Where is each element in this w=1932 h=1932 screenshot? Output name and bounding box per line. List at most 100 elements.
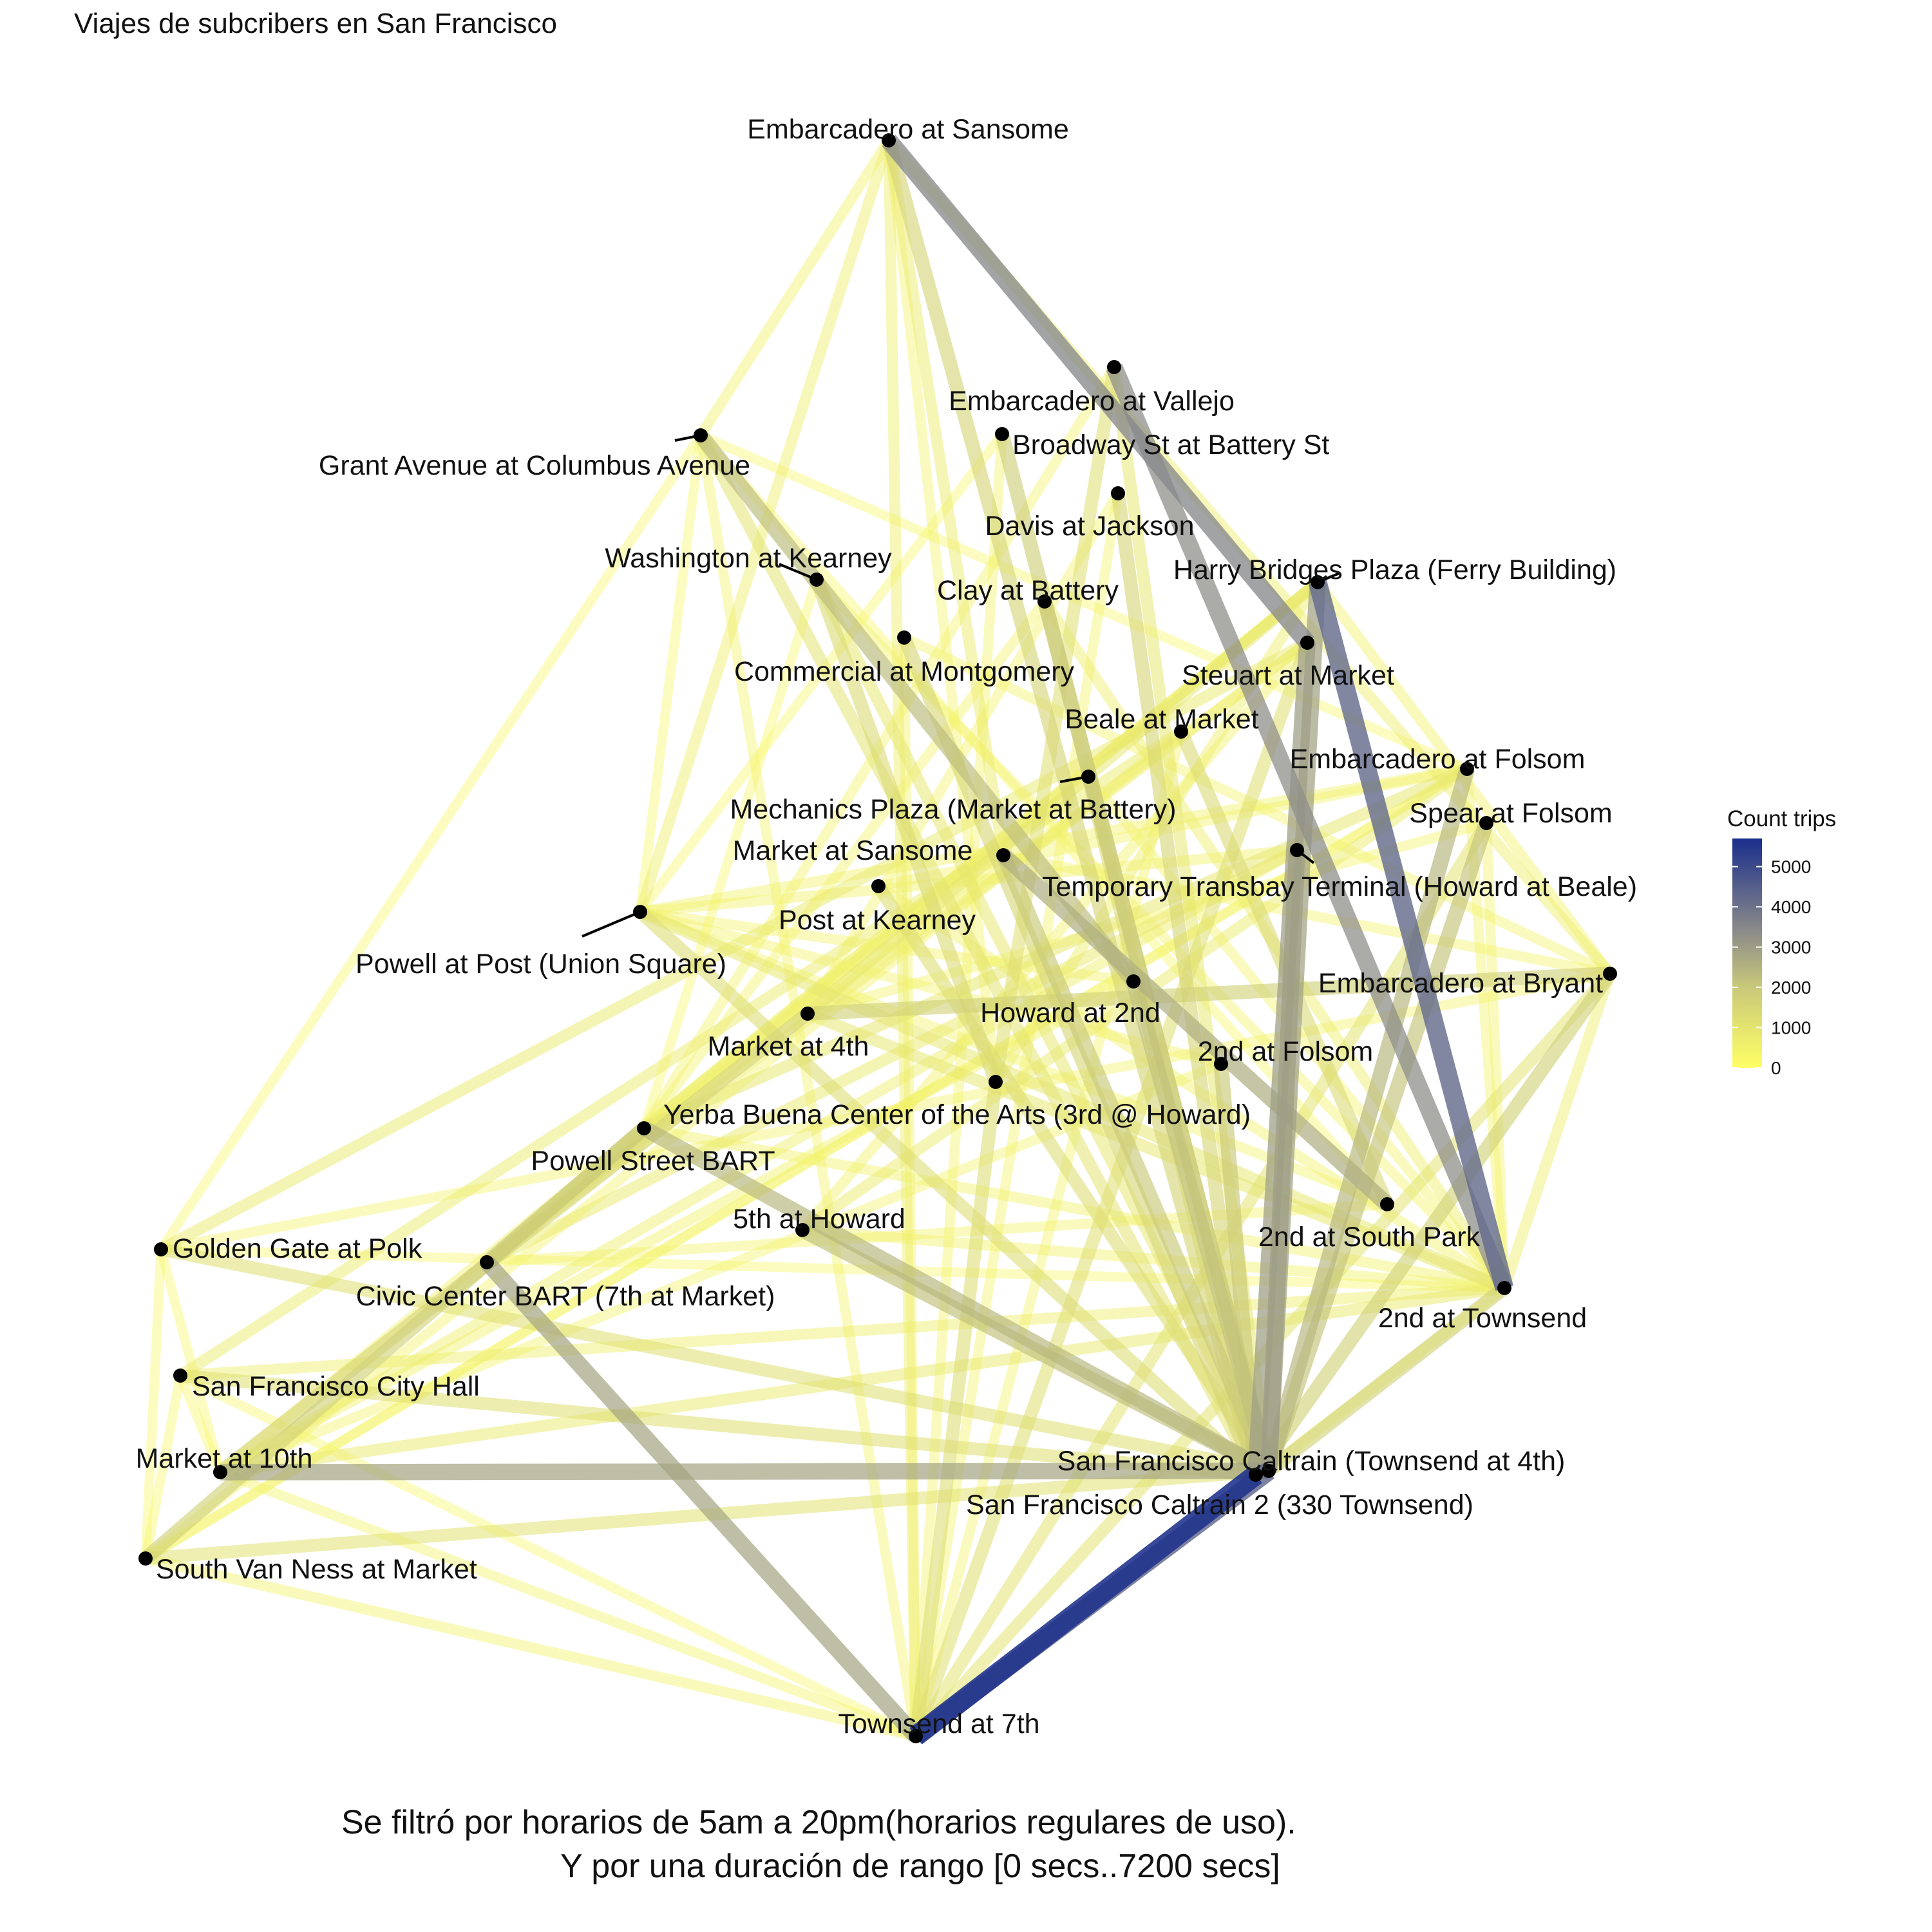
station-label-broadway-battery: Broadway St at Battery St <box>1012 430 1329 460</box>
edge-civic-center-bart-to-townsend-7th <box>480 1256 922 1742</box>
plot-title: Viajes de subcribers en San Francisco <box>74 8 558 39</box>
station-node-embarcadero-sansome <box>882 133 896 147</box>
caption-line-1: Se filtró por horarios de 5am a 20pm(hor… <box>341 1804 1296 1841</box>
station-label-clay-battery: Clay at Battery <box>937 575 1119 606</box>
station-node-caltrain-2 <box>1249 1468 1263 1482</box>
station-node-mechanics-plaza <box>1081 770 1095 784</box>
legend: Count trips 5000 4000 3000 2000 1000 0 <box>1727 806 1836 1078</box>
edge-grant-columbus-to-townsend-7th <box>696 434 921 1738</box>
edge-steuart-market-to-townsend-7th <box>909 640 1314 1739</box>
edge-market-4th-to-steuart-market <box>804 638 1311 1018</box>
edge-commercial-montgomery-to-embarcadero-bryant <box>902 632 1613 979</box>
station-label-2nd-folsom: 2nd at Folsom <box>1198 1036 1373 1067</box>
edge-golden-gate-polk-to-caltrain-townsend-4th <box>160 1243 1270 1477</box>
edge-sf-city-hall-to-caltrain-2 <box>180 1368 1256 1482</box>
station-node-market-4th <box>800 1007 815 1021</box>
station-label-caltrain-townsend-4th: San Francisco Caltrain (Townsend at 4th) <box>1057 1446 1566 1477</box>
station-label-market-sansome: Market at Sansome <box>733 835 973 866</box>
edge-sf-city-hall-to-townsend-7th <box>178 1371 918 1741</box>
edge-civic-center-bart-to-powell-bart <box>482 1122 649 1268</box>
station-label-market-10th: Market at 10th <box>136 1443 313 1474</box>
edge-embarcadero-sansome-to-grant-columbus <box>696 137 893 439</box>
station-label-market-4th: Market at 4th <box>708 1031 869 1062</box>
label-leader-powell-post <box>582 911 641 938</box>
edge-golden-gate-polk-to-steuart-market <box>158 637 1311 1255</box>
station-node-townsend-7th <box>909 1729 923 1743</box>
edge-south-van-ness-to-embarcadero-folsom <box>142 764 1470 1563</box>
edge-beale-market-to-townsend-7th <box>911 730 1186 1738</box>
legend-tick-label: 3000 <box>1771 938 1811 958</box>
edge-embarcadero-bryant-to-caltrain-2 <box>1250 969 1616 1479</box>
station-node-2nd-folsom <box>1214 1057 1228 1071</box>
station-label-5th-howard: 5th at Howard <box>733 1204 905 1235</box>
legend-tick-label: 1000 <box>1771 1018 1811 1038</box>
station-label-howard-2nd: Howard at 2nd <box>980 998 1160 1028</box>
edge-embarcadero-sansome-to-steuart-market <box>882 135 1314 649</box>
legend-tick-label: 2000 <box>1771 978 1811 998</box>
edge-embarcadero-vallejo-to-2nd-townsend <box>1106 363 1513 1292</box>
station-label-golden-gate-polk: Golden Gate at Polk <box>173 1233 422 1264</box>
station-node-spear-folsom <box>1479 816 1493 830</box>
station-label-mechanics-plaza: Mechanics Plaza (Market at Battery) <box>730 794 1176 825</box>
edge-embarcadero-folsom-to-powell-bart <box>641 763 1470 1134</box>
station-label-embarcadero-vallejo: Embarcadero at Vallejo <box>949 386 1235 417</box>
edge-caltrain-2-to-townsend-7th <box>909 1466 1262 1745</box>
station-label-caltrain-2: San Francisco Caltrain 2 (330 Townsend) <box>966 1490 1473 1520</box>
station-node-embarcadero-folsom <box>1460 762 1474 776</box>
station-label-grant-columbus: Grant Avenue at Columbus Avenue <box>319 450 750 481</box>
edge-embarcadero-sansome-to-caltrain-2 <box>882 138 1263 1477</box>
station-node-clay-battery <box>1037 594 1052 609</box>
edge-sf-city-hall-to-market-10th <box>176 1374 225 1474</box>
edge-golden-gate-polk-to-south-van-ness <box>140 1249 166 1559</box>
station-node-5th-howard <box>795 1223 810 1237</box>
edge-embarcadero-bryant-to-2nd-townsend <box>1499 972 1616 1290</box>
station-node-embarcadero-vallejo <box>1107 360 1121 374</box>
station-node-powell-bart <box>637 1121 651 1135</box>
station-node-south-van-ness <box>138 1551 153 1566</box>
legend-colorbar <box>1732 838 1762 1068</box>
edge-market-sansome-to-caltrain-townsend-4th <box>996 852 1276 1474</box>
station-node-golden-gate-polk <box>154 1242 168 1256</box>
station-node-yerba-buena <box>989 1075 1003 1089</box>
station-node-2nd-townsend <box>1497 1281 1511 1295</box>
edge-powell-bart-to-caltrain-townsend-4th <box>640 1121 1273 1478</box>
station-label-post-kearney: Post at Kearney <box>779 905 976 936</box>
edge-powell-post-to-embarcadero-folsom <box>639 763 1468 918</box>
node-labels-layer: Embarcadero at Sansome Embarcadero at Val… <box>136 114 1637 1739</box>
edge-market-sansome-to-2nd-south-park <box>998 849 1393 1211</box>
station-label-townsend-7th: Townsend at 7th <box>838 1709 1039 1739</box>
edge-south-van-ness-to-townsend-7th <box>144 1553 917 1742</box>
station-label-civic-center-bart: Civic Center BART (7th at Market) <box>356 1281 775 1312</box>
edge-spear-folsom-to-market-4th <box>806 818 1488 1019</box>
edge-davis-jackson-to-market-4th <box>803 490 1122 1017</box>
station-node-powell-post <box>633 905 647 919</box>
station-label-spear-folsom: Spear at Folsom <box>1409 798 1612 829</box>
station-node-steuart-market <box>1300 636 1314 650</box>
station-node-caltrain-townsend-4th <box>1262 1464 1276 1478</box>
legend-tick-label: 0 <box>1771 1058 1781 1078</box>
edge-2nd-folsom-to-powell-post <box>639 907 1222 1069</box>
edge-post-kearney-to-caltrain-townsend-4th <box>873 882 1274 1475</box>
edge-grant-columbus-to-embarcadero-folsom <box>699 431 1469 773</box>
edge-embarcadero-folsom-to-south-van-ness <box>143 764 1470 1563</box>
station-node-civic-center-bart <box>480 1255 494 1269</box>
edge-powell-bart-to-2nd-townsend <box>643 1122 1506 1294</box>
caption-line-2: Y por una duración de rango [0 secs..720… <box>560 1848 1280 1885</box>
edge-market-4th-to-embarcadero-bryant <box>807 967 1611 1021</box>
station-label-powell-post: Powell at Post (Union Square) <box>355 949 726 980</box>
legend-title: Count trips <box>1727 806 1836 831</box>
station-label-temporary-transbay: Temporary Transbay Terminal (Howard at B… <box>1042 871 1637 902</box>
edge-market-10th-to-caltrain-townsend-4th <box>220 1463 1269 1481</box>
station-label-yerba-buena: Yerba Buena Center of the Arts (3rd @ Ho… <box>663 1099 1251 1130</box>
edge-washington-kearney-to-powell-bart <box>639 578 822 1130</box>
edge-market-4th-to-2nd-townsend <box>805 1008 1507 1294</box>
station-node-beale-market <box>1174 724 1188 739</box>
station-label-beale-market: Beale at Market <box>1065 704 1258 735</box>
station-node-commercial-montgomery <box>897 630 911 645</box>
station-node-davis-jackson <box>1111 486 1125 500</box>
station-node-temporary-transbay <box>1290 843 1304 857</box>
station-node-broadway-battery <box>995 427 1009 441</box>
station-label-powell-bart: Powell Street BART <box>531 1146 775 1177</box>
station-node-grant-columbus <box>694 428 708 442</box>
